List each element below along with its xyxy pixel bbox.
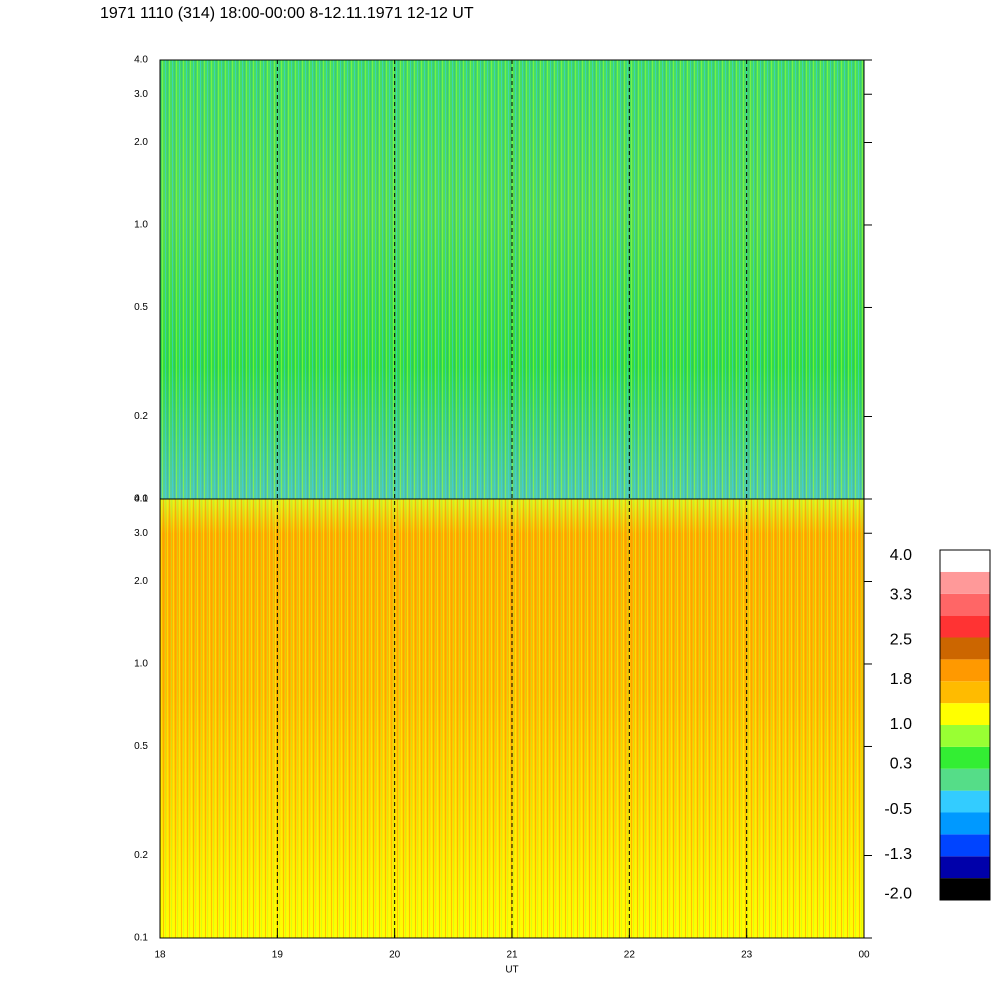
colorbar-band [940,593,990,616]
colorbar-band [940,790,990,813]
y-tick-label: 0.1 [134,933,148,944]
y-tick-label: 0.5 [134,302,148,313]
colorbar-band [940,681,990,704]
colorbar-band [940,856,990,879]
colorbar-band [940,615,990,638]
x-tick-label: 00 [858,950,870,961]
colorbar-band [940,703,990,725]
y-tick-label: 4.0 [134,55,148,66]
colorbar-tick-label: 1.0 [890,716,912,733]
y-tick-label: 0.2 [134,411,148,422]
x-tick-label: 20 [389,950,401,961]
x-tick-label: 18 [154,950,166,961]
y-tick-label: 0.2 [134,850,148,861]
colorbar-tick-label: -1.3 [884,846,912,863]
chart-title: 1971 1110 (314) 18:00-00:00 8-12.11.1971… [100,5,474,22]
x-tick-label: 23 [741,950,753,961]
colorbar-band [940,550,990,572]
colorbar-band [940,768,990,791]
colorbar-tick-label: 3.3 [890,586,912,603]
y-tick-label: 2.0 [134,576,148,587]
colorbar-band [940,637,990,660]
colorbar-band [940,834,990,857]
colorbar-tick-label: 1.8 [890,671,912,688]
colorbar-band [940,725,990,747]
y-tick-label: 4.0 [134,494,148,505]
colorbar-band [940,812,990,835]
y-tick-label: 2.0 [134,137,148,148]
y-tick-label: 3.0 [134,528,148,539]
colorbar-band [940,746,990,769]
y-tick-label: 1.0 [134,220,148,231]
colorbar-tick-label: 2.5 [890,632,912,649]
y-tick-label: 0.1 [134,494,148,505]
colorbar-tick-label: 4.0 [890,547,912,564]
colorbar-band [940,659,990,682]
x-axis-label: UT [505,965,518,976]
colorbar-frame [939,549,991,901]
colorbar-tick-label: -2.0 [884,886,912,903]
colorbar-band [940,571,990,594]
x-tick-label: 22 [624,950,636,961]
colorbar-tick-label: 0.3 [890,756,912,773]
y-tick-label: 3.0 [134,89,148,100]
x-tick-label: 21 [506,950,518,961]
x-tick-label: 19 [272,950,284,961]
y-tick-label: 0.5 [134,741,148,752]
y-tick-label: 1.0 [134,659,148,670]
colorbar-band [940,878,990,900]
colorbar-tick-label: -0.5 [884,801,912,818]
